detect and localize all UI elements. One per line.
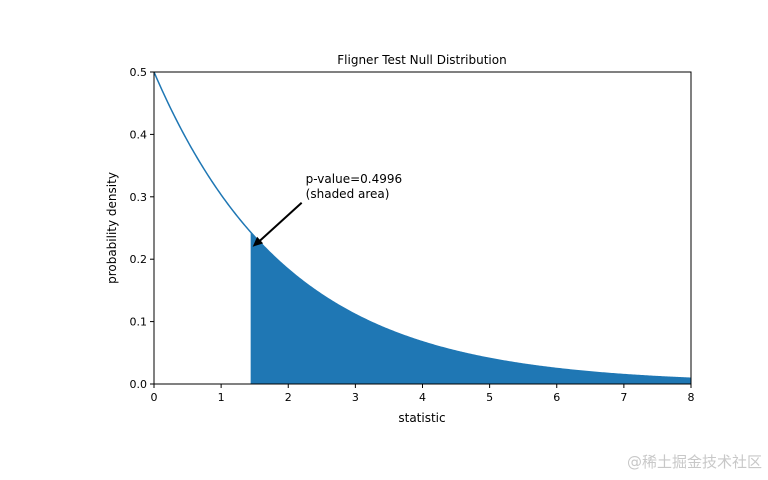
x-axis-label: statistic (398, 411, 445, 425)
plot-frame (153, 71, 692, 385)
x-tick-label: 7 (620, 391, 627, 404)
x-tick-label: 5 (486, 391, 493, 404)
annotation-arrow (257, 202, 303, 244)
x-tick-label: 8 (688, 391, 695, 404)
x-tick-label: 1 (218, 391, 225, 404)
y-tick-label: 0.0 (130, 378, 148, 391)
y-tick-label: 0.2 (130, 253, 148, 266)
shaded-area (250, 232, 691, 384)
y-tick-label: 0.5 (130, 66, 148, 79)
y-tick-label: 0.4 (130, 128, 148, 141)
x-tick-label: 3 (352, 391, 359, 404)
x-tick-label: 2 (285, 391, 292, 404)
annotation-text-shaded: (shaded area) (306, 187, 390, 201)
x-tick-label: 4 (419, 391, 426, 404)
chart-title: Fligner Test Null Distribution (337, 53, 506, 67)
annotation-text-pvalue: p-value=0.4996 (306, 172, 402, 186)
y-tick-label: 0.1 (130, 316, 148, 329)
y-axis-label: probability density (105, 172, 119, 284)
x-tick-label: 0 (151, 391, 158, 404)
watermark: @稀土掘金技术社区 (626, 453, 762, 471)
density-curve (153, 71, 692, 380)
y-tick-label: 0.3 (130, 191, 148, 204)
arrow-head-icon (252, 236, 264, 247)
x-tick-label: 6 (553, 391, 560, 404)
